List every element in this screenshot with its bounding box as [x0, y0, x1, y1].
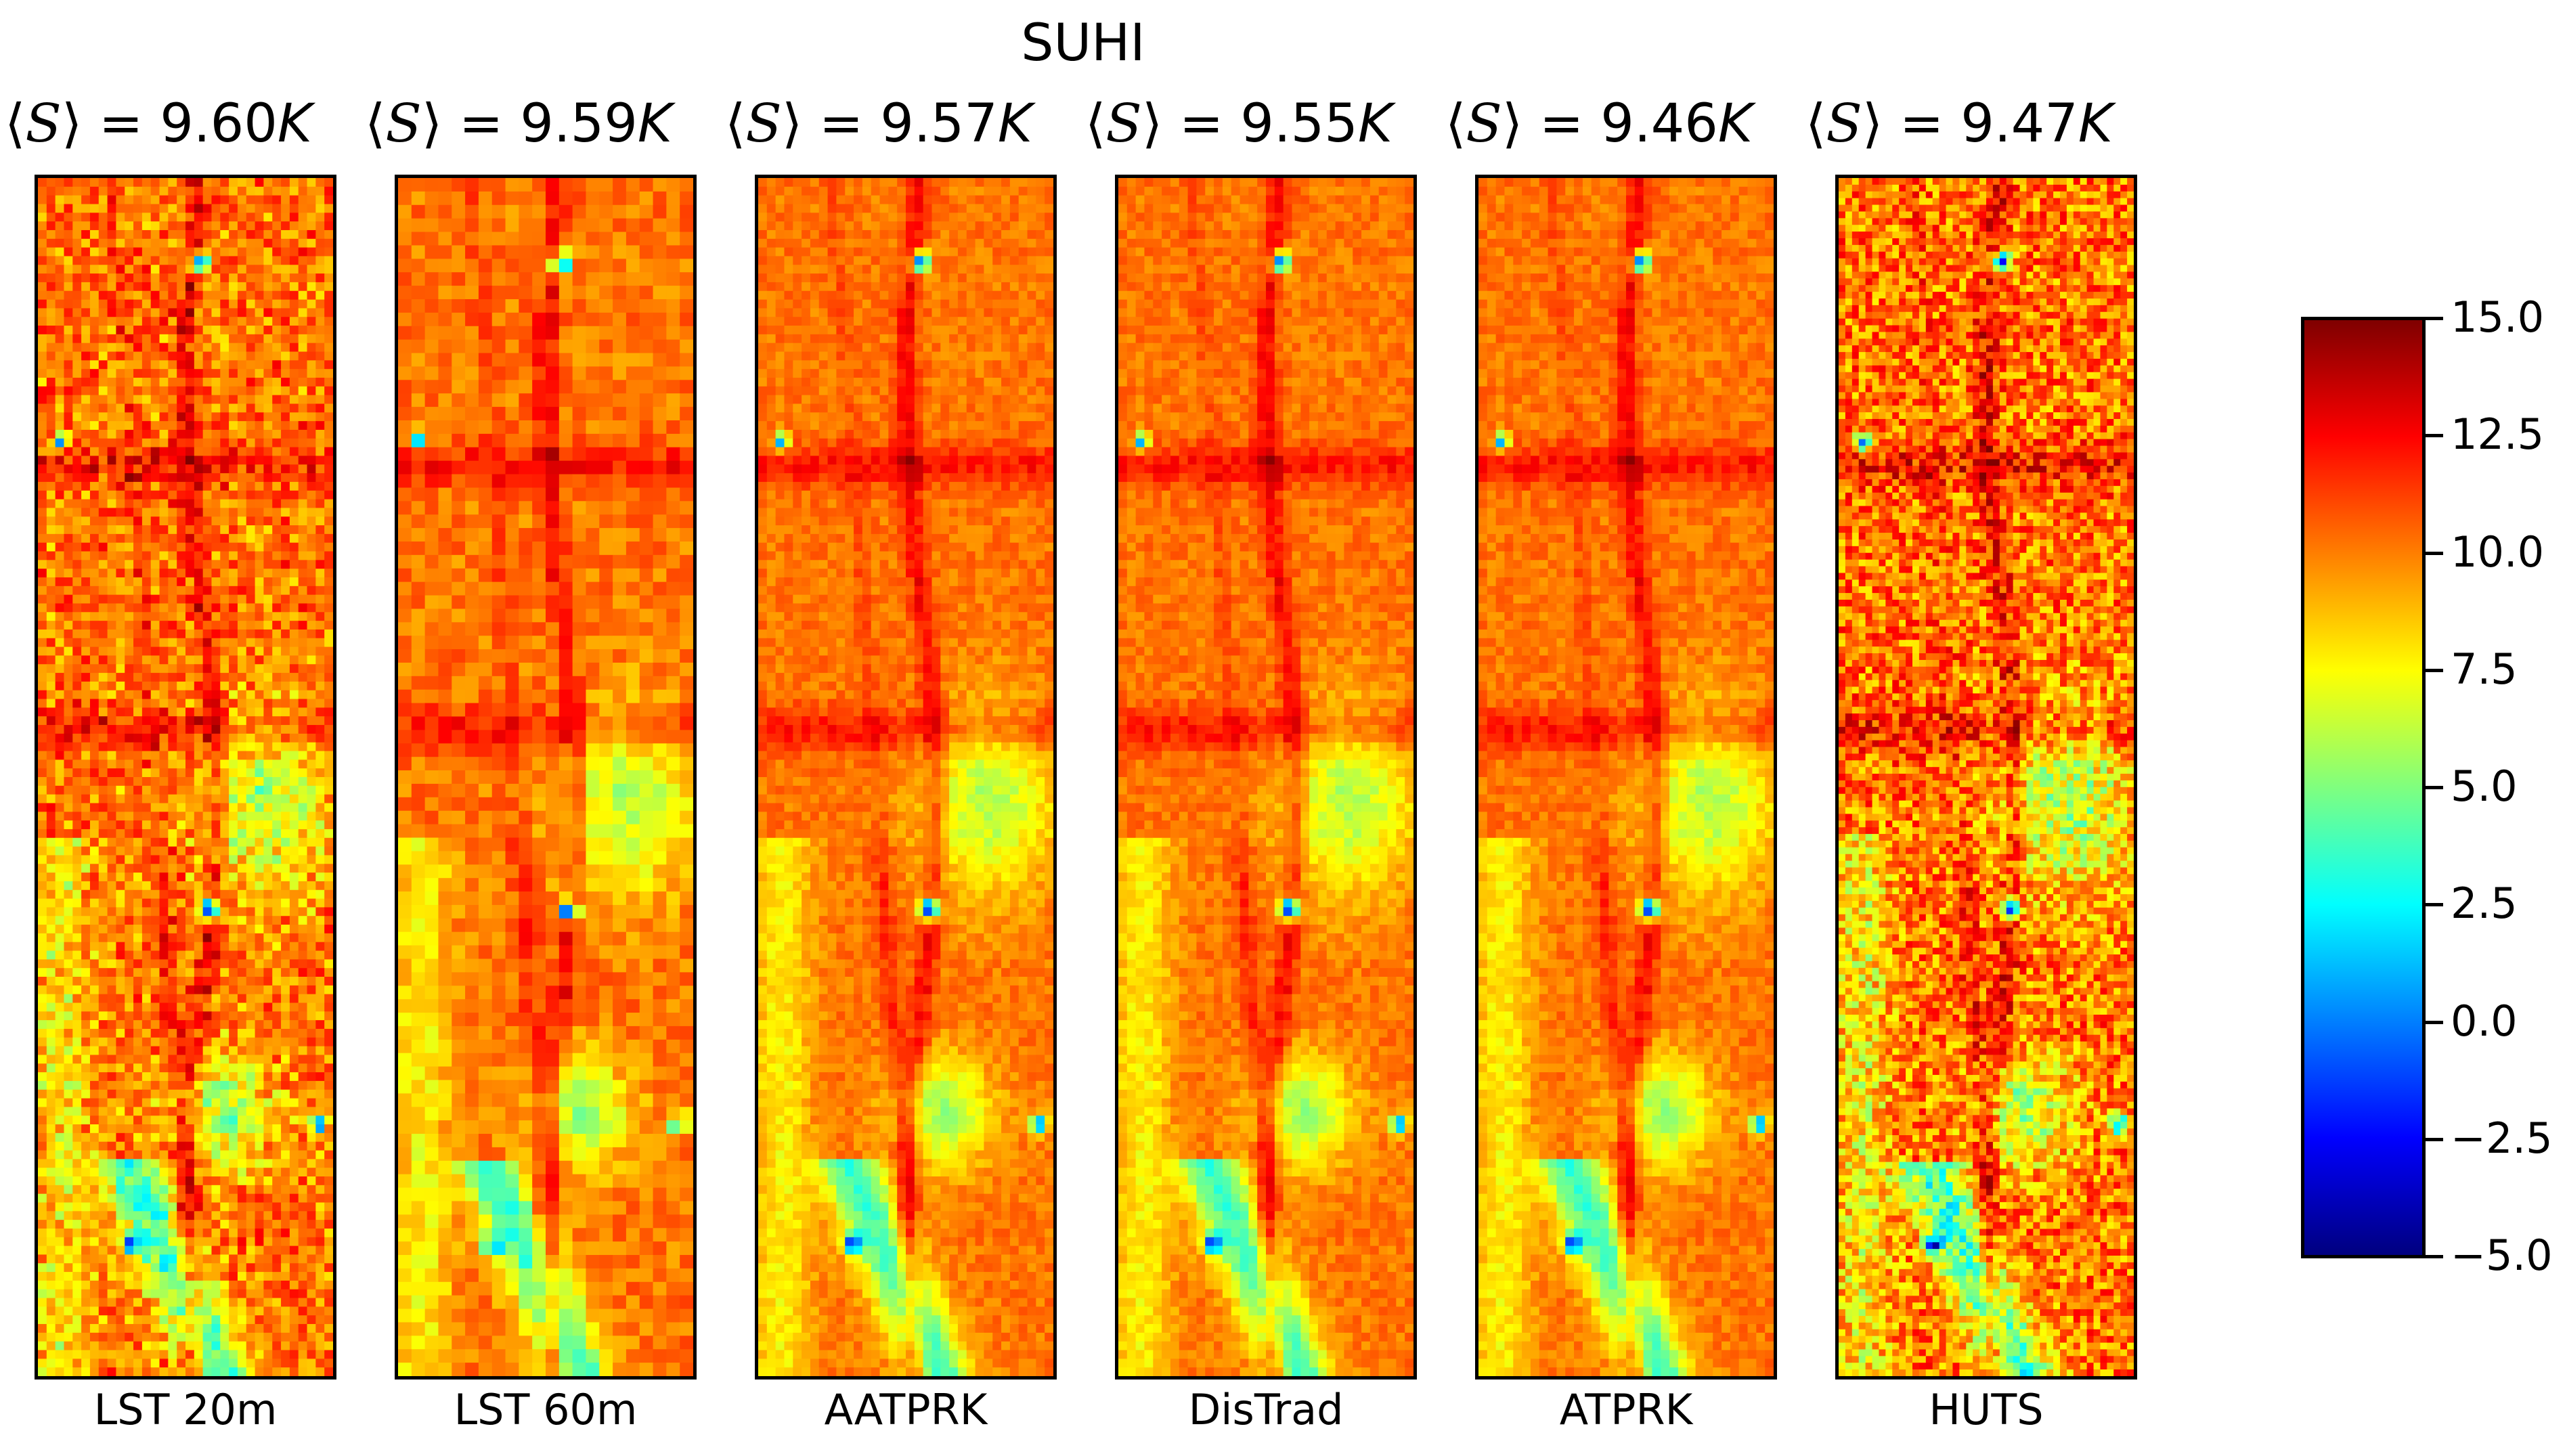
- mean-value: 9.46: [1600, 93, 1718, 154]
- heatmap-panel-atprk: [1475, 175, 1777, 1380]
- heatmap-image: [1839, 178, 2134, 1376]
- heatmap-image: [1118, 178, 1413, 1376]
- colorbar-tick-label: 15.0: [2451, 296, 2544, 338]
- mean-value: 9.59: [520, 93, 638, 154]
- unit: K: [1358, 93, 1393, 154]
- panel-title: ⟨S⟩ = 9.55K: [1049, 93, 1428, 154]
- colorbar-tick: [2426, 1137, 2443, 1141]
- mean-value: 9.57: [880, 93, 998, 154]
- colorbar-tick: [2426, 434, 2443, 438]
- heatmap-image: [38, 178, 333, 1376]
- panel-title: ⟨S⟩ = 9.59K: [329, 93, 708, 154]
- colorbar-tick: [2426, 551, 2443, 555]
- unit: K: [2078, 93, 2113, 154]
- colorbar-tick: [2426, 903, 2443, 907]
- heatmap-panel-lst-60m: [395, 175, 697, 1380]
- panel-label: LST 60m: [356, 1385, 735, 1434]
- panel-label: ATPRK: [1437, 1385, 1816, 1434]
- heatmap-image: [398, 178, 693, 1376]
- colorbar-tick-label: 12.5: [2451, 414, 2544, 456]
- colorbar-tick: [2426, 1020, 2443, 1024]
- figure-title: SUHI: [0, 12, 2166, 72]
- heatmap-panel-distrad: [1115, 175, 1417, 1380]
- colorbar-tick-label: −2.5: [2451, 1117, 2553, 1160]
- unit: K: [1718, 93, 1753, 154]
- unit: K: [638, 93, 672, 154]
- panel-title: ⟨S⟩ = 9.47K: [1770, 93, 2149, 154]
- heatmap-panel-aatprk: [755, 175, 1057, 1380]
- colorbar-tick-label: 2.5: [2451, 883, 2518, 925]
- colorbar-tick-label: 7.5: [2451, 648, 2518, 690]
- colorbar-tick: [2426, 1255, 2443, 1258]
- heatmap-image: [1478, 178, 1774, 1376]
- panel-label: AATPRK: [716, 1385, 1095, 1434]
- heatmap-panel-huts: [1835, 175, 2137, 1380]
- colorbar-tick-label: 10.0: [2451, 531, 2544, 573]
- heatmap-panel-lst-20m: [35, 175, 336, 1380]
- unit: K: [278, 93, 312, 154]
- colorbar: [2301, 317, 2426, 1258]
- panel-label: HUTS: [1797, 1385, 2176, 1434]
- colorbar-tick-label: 0.0: [2451, 1000, 2518, 1042]
- panel-label: DisTrad: [1076, 1385, 1455, 1434]
- colorbar-tick: [2426, 317, 2443, 320]
- panel-title: ⟨S⟩ = 9.60K: [0, 93, 348, 154]
- unit: K: [998, 93, 1032, 154]
- colorbar-tick-label: 5.0: [2451, 766, 2518, 808]
- mean-value: 9.60: [160, 93, 278, 154]
- colorbar-tick: [2426, 668, 2443, 672]
- heatmap-image: [758, 178, 1053, 1376]
- panel-label: LST 20m: [0, 1385, 375, 1434]
- mean-value: 9.47: [1960, 93, 2078, 154]
- panel-title: ⟨S⟩ = 9.46K: [1409, 93, 1789, 154]
- mean-value: 9.55: [1240, 93, 1358, 154]
- panel-title: ⟨S⟩ = 9.57K: [689, 93, 1068, 154]
- colorbar-tick: [2426, 786, 2443, 789]
- colorbar-tick-label: −5.0: [2451, 1235, 2553, 1277]
